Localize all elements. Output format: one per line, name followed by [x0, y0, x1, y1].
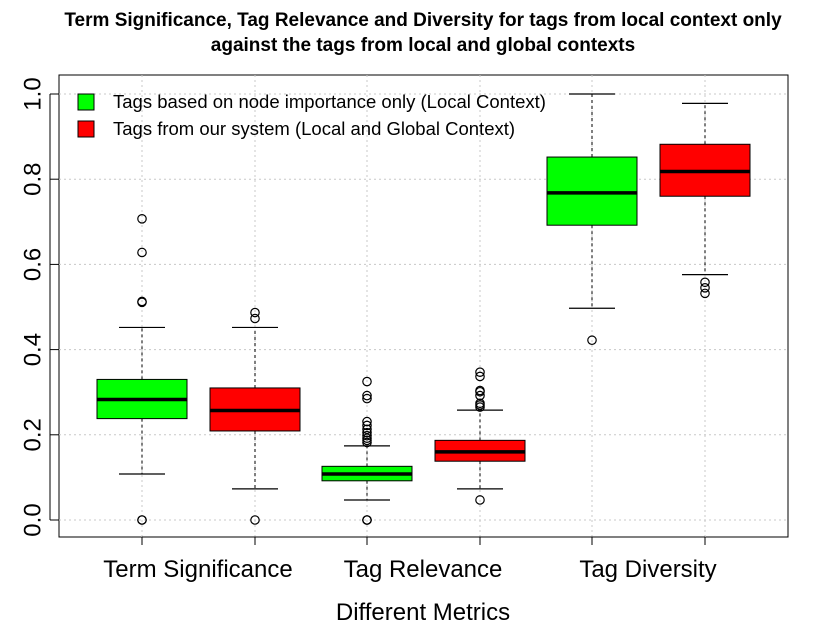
outlier-point [475, 367, 485, 377]
outlier-point [475, 371, 485, 382]
outlier-point [700, 277, 710, 288]
x-axis: Term Significance Tag Relevance Tag Divers… [103, 536, 717, 583]
legend-label: Tags from our system (Local and Global C… [113, 118, 515, 139]
y-tick-label: 0.6 [20, 248, 47, 281]
outlier-point [362, 390, 372, 401]
x-tick-label: Tag Relevance [344, 556, 503, 583]
y-tick-label: 1.0 [20, 77, 47, 110]
outlier-point [587, 335, 597, 346]
legend-swatch [77, 120, 95, 138]
outlier-point [362, 515, 372, 525]
box-1-1 [434, 367, 526, 505]
outlier-point [475, 398, 485, 409]
box-0-0 [96, 214, 188, 525]
outlier-point [250, 515, 260, 525]
x-tick-label: Tag Diversity [579, 556, 716, 583]
outlier-point [362, 427, 372, 438]
x-tick-label: Term Significance [103, 556, 292, 583]
outlier-point [250, 307, 260, 318]
y-tick-label: 0.8 [20, 163, 47, 196]
y-tick-label: 0.0 [20, 503, 47, 536]
y-tick-label: 0.2 [20, 418, 47, 451]
outlier-point [475, 390, 485, 401]
outlier-point [362, 393, 372, 404]
outlier-point [137, 296, 147, 307]
outlier-point [137, 214, 147, 224]
outlier-point [137, 247, 147, 258]
outlier-point [362, 424, 372, 435]
box-1-0 [209, 307, 301, 525]
legend-label: Tags based on node importance only (Loca… [113, 91, 546, 112]
box-0-1 [321, 376, 413, 525]
outlier-point [700, 283, 710, 293]
outlier-point [362, 376, 372, 387]
legend-swatch [77, 93, 95, 111]
y-tick-label: 0.4 [20, 333, 47, 366]
box-0-2 [546, 93, 638, 346]
outlier-point [475, 495, 485, 505]
outlier-point [700, 288, 710, 299]
chart-title: Term Significance, Tag Relevance and Div… [64, 10, 782, 31]
outlier-point [362, 430, 372, 441]
outlier-point [362, 420, 372, 431]
outlier-point [475, 385, 485, 396]
outlier-point [250, 313, 260, 324]
outlier-point [137, 515, 147, 525]
chart-subtitle: against the tags from local and global c… [211, 35, 635, 56]
x-axis-label: Different Metrics [336, 599, 510, 626]
boxes-layer [96, 93, 751, 525]
box-1-2 [659, 102, 751, 299]
outlier-point [362, 416, 372, 427]
y-axis: 0.0 0.2 0.4 0.6 0.8 1.0 [20, 77, 59, 537]
legend: Tags based on node importance only (Loca… [77, 91, 546, 139]
